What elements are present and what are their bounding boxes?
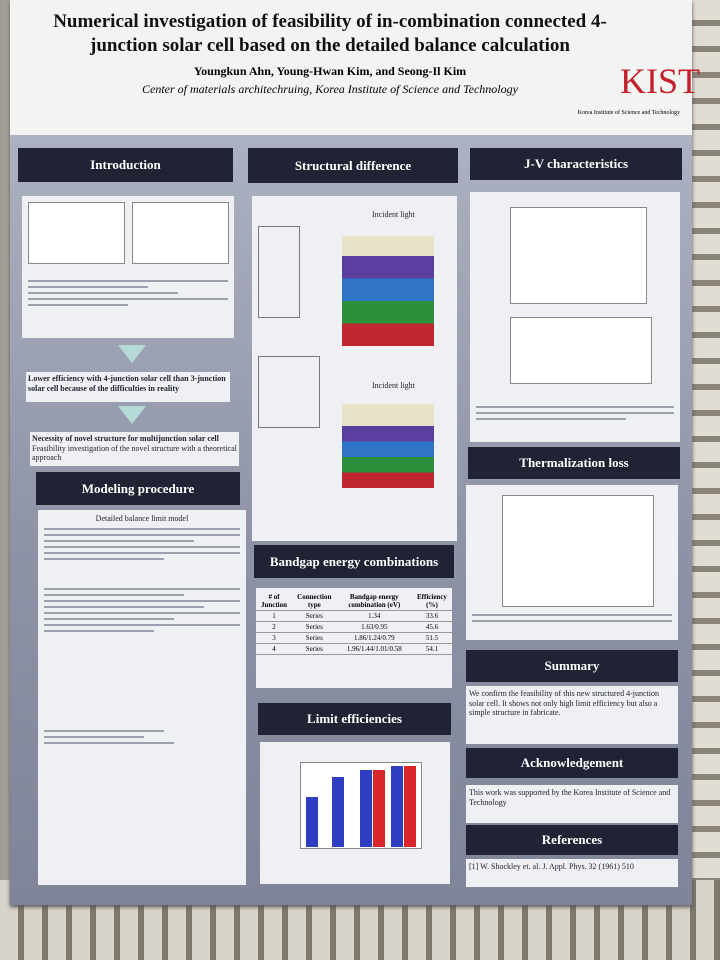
intro-text: Lower efficiency with 4-junction solar c…	[26, 372, 230, 402]
model-box: Detailed balance limit model	[38, 510, 246, 885]
summary-text: We confirm the feasibility of this new s…	[466, 686, 678, 744]
section-heading: Limit efficiencies	[258, 703, 451, 735]
section-heading: Modeling procedure	[36, 472, 240, 505]
table-box: # of Junction Connection type Bandgap ener…	[256, 588, 452, 688]
table: # of Junction Connection type Bandgap ener…	[256, 592, 452, 655]
section-heading: Introduction	[18, 148, 233, 182]
section-heading: Bandgap energy combinations	[254, 545, 454, 578]
poster-header: Numerical investigation of feasibility o…	[10, 0, 700, 135]
table-cell: 51.5	[411, 632, 452, 644]
table-cell: Series	[291, 621, 337, 633]
table-cell: 3	[256, 632, 292, 644]
table-cell: 1.34	[336, 610, 412, 622]
chart-box	[260, 742, 450, 884]
arrow	[118, 345, 146, 363]
affiliation: Center of materials architechruing, Kore…	[142, 82, 518, 96]
logo: KIST	[620, 61, 700, 101]
table-cell: 33.6	[411, 610, 452, 622]
logo-caption: Korea Institute of Science and Technolog…	[577, 110, 680, 116]
section-heading: References	[466, 825, 678, 855]
table-cell: Series	[291, 632, 337, 644]
title: Numerical investigation of feasibility o…	[53, 11, 607, 56]
table-header: Efficiency (%)	[411, 592, 452, 611]
section-heading: Structural difference	[248, 148, 458, 183]
table-cell: Series	[291, 643, 337, 655]
table-cell: 1	[256, 610, 292, 622]
table-cell: 54.1	[411, 643, 452, 655]
jv-box	[470, 192, 680, 442]
section-heading: Thermalization loss	[468, 447, 680, 479]
structure-box: Incident light Incident light	[252, 196, 457, 541]
table-cell: 1.96/1.44/1.01/0.58	[336, 643, 412, 655]
caption: Detailed balance limit model	[95, 514, 189, 523]
table-header: Connection type	[291, 592, 337, 611]
table-cell: 1.86/1.24/0.79	[336, 632, 412, 644]
ref-text: [1] W. Shockley et. al. J. Appl. Phys. 3…	[466, 859, 678, 887]
label: Incident light	[372, 210, 415, 219]
section-heading: Summary	[466, 650, 678, 682]
table-header: Bandgap energy combination (eV)	[336, 592, 412, 611]
figure-box	[22, 196, 234, 338]
table-header: # of Junction	[256, 592, 292, 611]
authors: Youngkun Ahn, Young-Hwan Kim, and Seong-…	[193, 64, 467, 78]
table-cell: 1.63/0.95	[336, 621, 412, 633]
table-row: # of Junction Connection type Bandgap ener…	[256, 592, 452, 611]
table-cell: 2	[256, 621, 292, 633]
table-row: 2 Series 1.63/0.95 45.6	[256, 621, 452, 633]
table-row: 3 Series 1.86/1.24/0.79 51.5	[256, 632, 452, 644]
table-cell: Series	[291, 610, 337, 622]
section-heading: Acknowledgement	[466, 748, 678, 778]
table-cell: 4	[256, 643, 292, 655]
table-cell: 45.6	[411, 621, 452, 633]
table-row: 1 Series 1.34 33.6	[256, 610, 452, 622]
label: Incident light	[372, 381, 415, 390]
thermal-box	[466, 485, 678, 640]
table-row: 4 Series 1.96/1.44/1.01/0.58 54.1	[256, 643, 452, 655]
intro-text: Feasibility investigation of the novel s…	[32, 443, 237, 463]
intro-box: Necessity of novel structure for multiju…	[30, 432, 239, 466]
section-heading: J-V characteristics	[470, 148, 682, 180]
intro-text: Necessity of novel structure for multiju…	[32, 434, 219, 443]
ack-text: This work was supported by the Korea Ins…	[466, 785, 678, 823]
arrow	[118, 406, 146, 424]
lattice	[690, 0, 720, 960]
